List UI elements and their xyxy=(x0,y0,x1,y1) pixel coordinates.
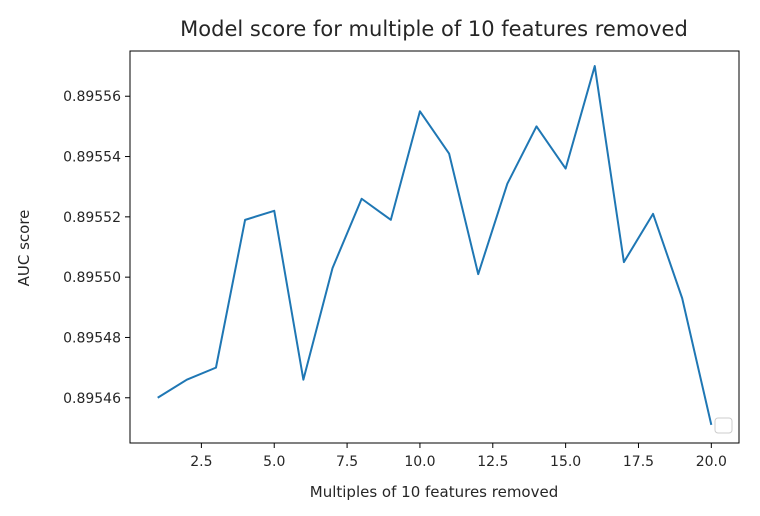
x-tick-label: 2.5 xyxy=(190,454,212,470)
x-tick-label: 5.0 xyxy=(263,454,285,470)
x-axis-label: Multiples of 10 features removed xyxy=(310,483,558,501)
x-tick-label: 10.0 xyxy=(404,454,435,470)
y-tick-label: 0.89554 xyxy=(63,150,121,166)
plot-frame xyxy=(129,50,740,444)
y-tick-label: 0.89552 xyxy=(63,210,121,226)
series-line-1 xyxy=(157,65,713,426)
x-tick-label: 20.0 xyxy=(696,454,727,470)
plot-area: 2.5 5.0 7.5 10.0 12.5 15.0 17.5 20.0 0.89546 0.89… xyxy=(63,50,740,470)
x-tick-label: 15.0 xyxy=(550,454,581,470)
chart-title: Model score for multiple of 10 features … xyxy=(180,17,688,41)
y-axis-label: AUC score xyxy=(15,210,33,287)
y-tick-label: 0.89556 xyxy=(63,89,121,105)
y-tick-label: 0.89550 xyxy=(63,270,121,286)
x-tick-label: 12.5 xyxy=(477,454,508,470)
y-tick-label: 0.89546 xyxy=(63,391,121,407)
x-tick-label: 17.5 xyxy=(623,454,654,470)
x-tick-label: 7.5 xyxy=(336,454,358,470)
legend-box xyxy=(714,417,733,434)
y-tick-label: 0.89548 xyxy=(63,330,121,346)
